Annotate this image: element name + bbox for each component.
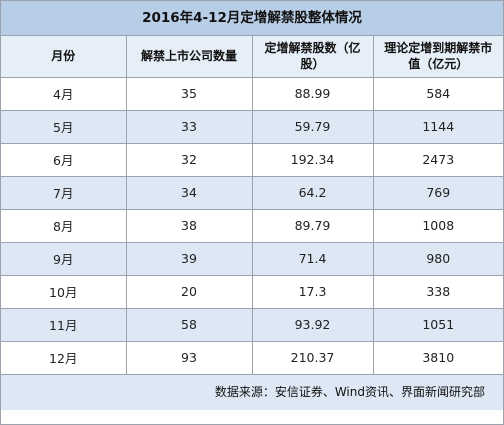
shares-cell: 210.37 xyxy=(252,341,374,375)
month-cell: 11月 xyxy=(1,308,127,342)
header-shares-label: 定增解禁股数（亿股） xyxy=(264,41,361,72)
header-company-count: 解禁上市公司数量 xyxy=(126,36,253,78)
company-count-cell: 35 xyxy=(126,77,253,111)
company-count-cell: 32 xyxy=(126,143,253,177)
table-row: 10月 20 17.3 338 xyxy=(1,275,503,309)
month-cell: 9月 xyxy=(1,242,127,276)
company-count-cell: 58 xyxy=(126,308,253,342)
shares-cell: 71.4 xyxy=(252,242,374,276)
market-value-cell: 1144 xyxy=(373,110,503,144)
header-shares: 定增解禁股数（亿股） xyxy=(252,36,374,78)
source-note: 数据来源：安信证券、Wind资讯、界面新闻研究部 xyxy=(1,374,503,410)
company-count-cell: 93 xyxy=(126,341,253,375)
market-value-cell: 1008 xyxy=(373,209,503,243)
header-month-label: 月份 xyxy=(51,49,76,64)
market-value-cell: 980 xyxy=(373,242,503,276)
table-row: 11月 58 93.92 1051 xyxy=(1,308,503,342)
table-row: 6月 32 192.34 2473 xyxy=(1,143,503,177)
month-cell: 8月 xyxy=(1,209,127,243)
table-body: 4月 35 88.99 584 5月 33 59.79 1144 6月 32 192.34 2473 7… xyxy=(1,77,503,375)
shares-cell: 59.79 xyxy=(252,110,374,144)
table-row: 8月 38 89.79 1008 xyxy=(1,209,503,243)
month-cell: 4月 xyxy=(1,77,127,111)
header-row: 月份 解禁上市公司数量 定增解禁股数（亿股） 理论定增到期解禁市值（亿元） xyxy=(1,36,503,78)
company-count-cell: 38 xyxy=(126,209,253,243)
market-value-cell: 1051 xyxy=(373,308,503,342)
month-cell: 10月 xyxy=(1,275,127,309)
table-title: 2016年4-12月定增解禁股整体情况 xyxy=(1,1,503,36)
market-value-cell: 584 xyxy=(373,77,503,111)
market-value-cell: 2473 xyxy=(373,143,503,177)
shares-cell: 93.92 xyxy=(252,308,374,342)
table-row: 9月 39 71.4 980 xyxy=(1,242,503,276)
month-cell: 5月 xyxy=(1,110,127,144)
month-cell: 6月 xyxy=(1,143,127,177)
table-row: 12月 93 210.37 3810 xyxy=(1,341,503,375)
company-count-cell: 34 xyxy=(126,176,253,210)
table-row: 5月 33 59.79 1144 xyxy=(1,110,503,144)
data-table: 月份 解禁上市公司数量 定增解禁股数（亿股） 理论定增到期解禁市值（亿元） 4月… xyxy=(1,36,503,375)
company-count-cell: 20 xyxy=(126,275,253,309)
shares-cell: 64.2 xyxy=(252,176,374,210)
shares-cell: 192.34 xyxy=(252,143,374,177)
month-cell: 7月 xyxy=(1,176,127,210)
market-value-cell: 769 xyxy=(373,176,503,210)
shares-cell: 88.99 xyxy=(252,77,374,111)
market-value-cell: 338 xyxy=(373,275,503,309)
header-market-value-label: 理论定增到期解禁市值（亿元） xyxy=(384,41,493,72)
table-row: 4月 35 88.99 584 xyxy=(1,77,503,111)
header-market-value: 理论定增到期解禁市值（亿元） xyxy=(373,36,503,78)
company-count-cell: 33 xyxy=(126,110,253,144)
shares-cell: 17.3 xyxy=(252,275,374,309)
shares-cell: 89.79 xyxy=(252,209,374,243)
month-cell: 12月 xyxy=(1,341,127,375)
company-count-cell: 39 xyxy=(126,242,253,276)
header-month: 月份 xyxy=(1,36,127,78)
header-company-count-label: 解禁上市公司数量 xyxy=(140,49,237,64)
market-value-cell: 3810 xyxy=(373,341,503,375)
table-row: 7月 34 64.2 769 xyxy=(1,176,503,210)
